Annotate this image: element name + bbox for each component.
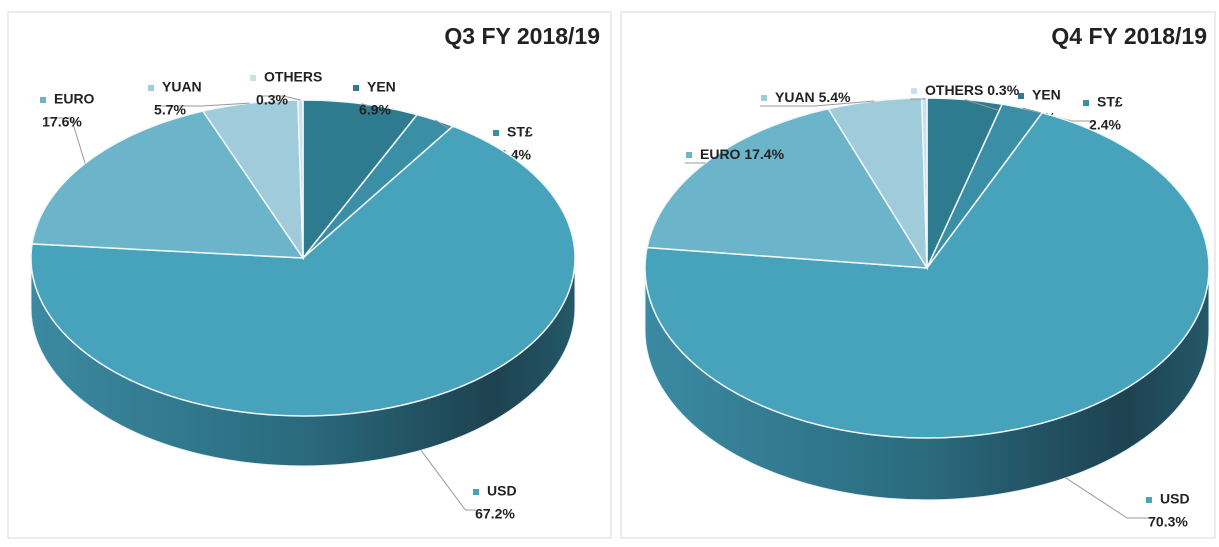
legend-swatch: [1083, 100, 1089, 106]
value-label: 0.3%: [256, 92, 288, 108]
value-label: 17.6%: [42, 114, 82, 130]
category-label: USD: [487, 483, 517, 499]
legend-swatch: [473, 489, 479, 495]
category-label: YEN: [367, 79, 396, 95]
legend-swatch: [686, 152, 692, 158]
value-label: 0.3%: [987, 82, 1019, 98]
category-label: YUAN: [775, 89, 815, 105]
chart-title: Q3 FY 2018/19: [444, 23, 600, 49]
category-label: YUAN: [162, 79, 202, 95]
legend-swatch: [40, 97, 46, 103]
category-label: EURO: [700, 146, 741, 162]
value-label: 5.4%: [819, 89, 851, 105]
category-label: OTHERS: [925, 82, 983, 98]
category-label: YEN: [1032, 87, 1061, 103]
legend-swatch: [1146, 497, 1152, 503]
category-label: ST£: [507, 124, 533, 140]
data-label: OTHERS 0.3%: [925, 82, 1020, 98]
data-label: YUAN 5.4%: [775, 89, 851, 105]
legend-swatch: [148, 85, 154, 91]
legend-swatch: [761, 95, 767, 101]
category-label: OTHERS: [264, 69, 322, 85]
legend-swatch: [353, 85, 359, 91]
legend-swatch: [250, 75, 256, 81]
category-label: EURO: [54, 91, 95, 107]
legend-swatch: [493, 130, 499, 136]
value-label: 70.3%: [1148, 514, 1188, 530]
value-label: 5.7%: [154, 102, 186, 118]
data-label: EURO 17.4%: [700, 146, 785, 162]
value-label: 17.4%: [744, 146, 784, 162]
legend-swatch: [911, 88, 917, 94]
chart-title: Q4 FY 2018/19: [1051, 23, 1207, 49]
category-label: ST£: [1097, 94, 1123, 110]
category-label: USD: [1160, 491, 1190, 507]
value-label: 67.2%: [475, 506, 515, 522]
value-label: 6.9%: [359, 102, 391, 118]
